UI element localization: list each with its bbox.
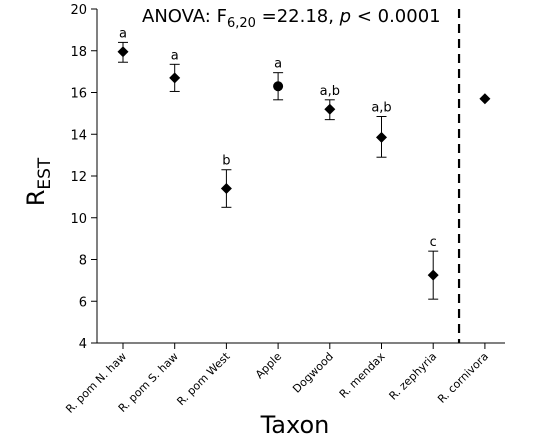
anova-p: p — [339, 6, 351, 27]
y-tick-label: 12 — [70, 170, 87, 185]
significance-letter: a,b — [320, 84, 340, 99]
data-point — [324, 103, 336, 115]
significance-letter: c — [430, 235, 437, 250]
x-tick-label: R. pom West — [174, 349, 233, 408]
y-tick-label: 18 — [70, 45, 87, 60]
data-point — [427, 269, 439, 281]
x-tick-label: R. cornivora — [435, 350, 491, 406]
significance-letter: a,b — [371, 101, 391, 116]
y-tick-label: 8 — [79, 254, 87, 269]
y-axis-title-sub: EST — [35, 157, 55, 190]
significance-letter: b — [222, 154, 230, 169]
anova-suffix: < 0.0001 — [351, 6, 441, 27]
x-tick-label: Dogwood — [290, 350, 336, 396]
data-point — [169, 72, 181, 84]
anova-subscript: 6,20 — [227, 16, 256, 31]
y-tick-label: 6 — [79, 295, 87, 310]
data-point — [220, 183, 232, 195]
y-tick-label: 20 — [70, 3, 87, 18]
data-point — [117, 46, 129, 58]
significance-letter: a — [171, 48, 179, 63]
y-axis-title-main: R — [22, 190, 50, 207]
x-tick-label: Apple — [253, 350, 284, 381]
y-tick-label: 16 — [70, 87, 87, 102]
anova-prefix: ANOVA: F — [142, 6, 227, 27]
significance-letter: a — [274, 57, 282, 72]
data-point — [273, 81, 284, 92]
anova-middle: =22.18, — [256, 6, 340, 27]
data-point — [376, 131, 387, 143]
x-axis-title: Taxon — [260, 411, 330, 439]
data-point — [479, 93, 491, 105]
y-axis-ticks: 4 6 8 10 12 14 16 18 20 — [70, 3, 97, 352]
y-tick-label: 14 — [70, 128, 87, 143]
significance-letter: a — [119, 26, 127, 41]
x-tick-label: R. mendax — [337, 350, 388, 401]
y-tick-label: 10 — [70, 212, 87, 227]
y-tick-label: 4 — [79, 337, 87, 352]
x-tick-label: R. zephyria — [387, 350, 440, 403]
data-marks: a a b a a,b a,b c — [117, 26, 491, 300]
anova-annotation: ANOVA: F6,20 =22.18, p < 0.0001 — [142, 6, 441, 31]
y-axis-title: REST — [22, 157, 55, 206]
